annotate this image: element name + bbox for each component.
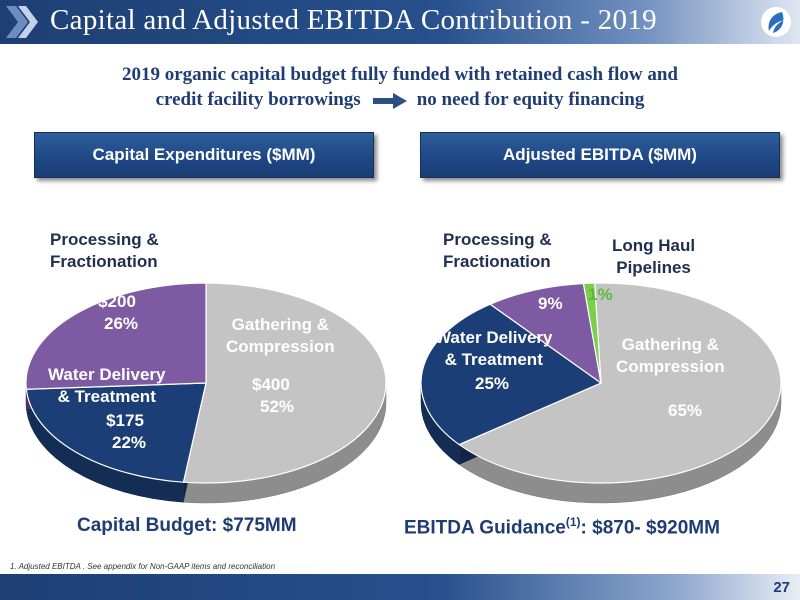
ebitda-water-slice (420, 303, 603, 446)
ebitda-gathering-label: Gathering & Compression (616, 335, 725, 376)
subtitle-line-2a: credit facility borrowings (155, 89, 361, 110)
capex-processing-label: Processing & Fractionation (50, 230, 159, 271)
subtitle-line-2: credit facility borrowings no need for eq… (0, 87, 800, 112)
capex-processing-value: $200 26% (98, 292, 139, 333)
ebitda-processing-value: 9% (538, 294, 563, 313)
title-bar (0, 0, 800, 44)
ebitda-header: Adjusted EBITDA ($MM) (420, 132, 780, 178)
chevron-right-icon (6, 6, 38, 38)
ebitda-longhaul-slice (582, 282, 602, 384)
capex-gathering-value: $400 52% (252, 375, 295, 416)
capex-gathering-label: Gathering & Compression (226, 315, 335, 356)
capex-caption: Capital Budget: $775MM (77, 515, 297, 536)
ebitda-water-value: 25% (475, 374, 510, 393)
ebitda-gathering-value: 65% (668, 401, 703, 420)
ebitda-processing-label: Processing & Fractionation (443, 230, 552, 271)
subtitle-line-1: 2019 organic capital budget fully funded… (122, 64, 678, 85)
capex-gathering-slice (182, 282, 387, 484)
ebitda-longhaul-label: Long Haul Pipelines (612, 236, 696, 277)
page-number: 27 (773, 579, 790, 596)
subtitle: 2019 organic capital budget fully funded… (0, 62, 800, 112)
capex-processing-slice (25, 282, 207, 390)
ebitda-processing-slice (488, 282, 602, 385)
capex-water-value: $175 22% (106, 411, 147, 452)
capex-water-label: Water Delivery & Treatment (48, 365, 166, 406)
ebitda-gathering-slice (457, 282, 782, 484)
slide-title: Capital and Adjusted EBITDA Contribution… (50, 4, 657, 36)
capex-water-slice (25, 382, 207, 483)
subtitle-line-2b: no need for equity financing (416, 89, 645, 110)
footnote: 1. Adjusted EBITDA . See appendix for No… (10, 562, 276, 571)
capex-header: Capital Expenditures ($MM) (34, 132, 374, 178)
company-logo-icon (761, 7, 791, 37)
ebitda-water-label: Water Delivery & Treatment (435, 328, 553, 369)
footer-bar (0, 574, 800, 600)
arrow-right-icon (372, 92, 407, 109)
ebitda-longhaul-value: 1% (588, 285, 613, 304)
ebitda-caption: EBITDA Guidance(1): $870- $920MM (404, 515, 720, 539)
